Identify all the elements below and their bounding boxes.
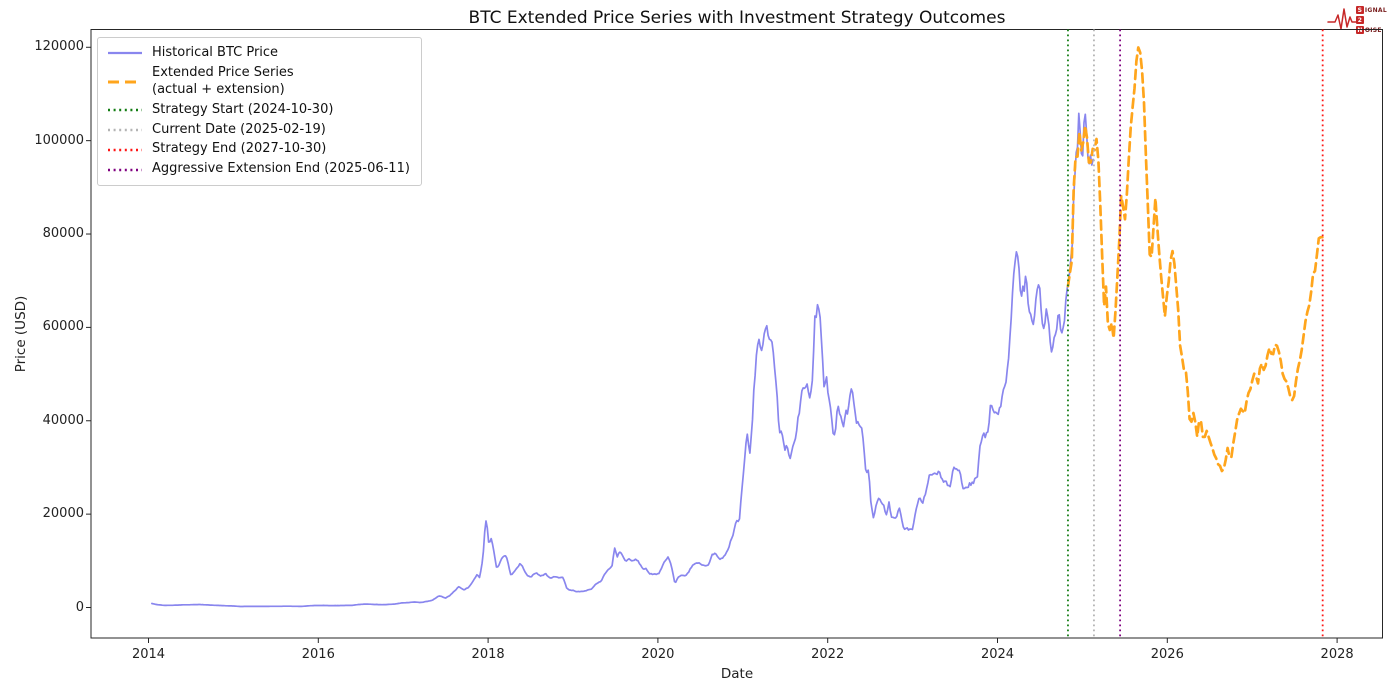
legend-label: Strategy End (2027-10-30) [152,141,327,157]
x-tick-label: 2024 [980,647,1015,662]
legend-label: Aggressive Extension End (2025-06-11) [152,161,410,177]
y-axis-label: Price (USD) [13,295,29,373]
legend: Historical BTC Price Extended Price Serie… [97,37,422,187]
ecg-waveform-icon [1327,8,1361,30]
legend-swatch-dotted-icon [108,128,142,132]
legend-item: Extended Price Series (actual + extensio… [107,65,410,99]
legend-swatch-solid-icon [108,52,142,55]
x-tick-label: 2026 [1150,647,1184,662]
legend-item: Historical BTC Price [107,45,410,62]
logo-letters: IGNAL [1364,6,1387,14]
legend-item: Current Date (2025-02-19) [107,122,410,139]
x-tick-label: 2014 [131,647,166,662]
x-tick-label: 2022 [811,647,845,662]
legend-label: Current Date (2025-02-19) [152,121,326,137]
legend-label: Extended Price Series (actual + extensio… [152,64,294,97]
logo-text-row: S IGNAL [1355,6,1387,15]
logo-text-row: 2 [1355,16,1387,25]
legend-swatch-dotted-icon [108,148,142,152]
y-tick-label: 60000 [42,319,84,335]
logo-boxed-letter: S [1355,6,1364,14]
y-tick-label: 40000 [42,412,84,428]
y-tick-label: 0 [75,599,84,615]
legend-item: Strategy End (2027-10-30) [107,141,410,158]
y-tick-label: 120000 [34,39,84,55]
legend-swatch-dotted-icon [108,108,142,112]
legend-item: Aggressive Extension End (2025-06-11) [107,161,410,178]
y-tick-label: 100000 [34,132,84,148]
legend-item: Strategy Start (2024-10-30) [107,102,410,119]
series-extended [1066,46,1324,473]
y-tick-label: 80000 [42,226,84,242]
legend-label: Historical BTC Price [152,45,279,60]
y-tick-label: 20000 [42,506,84,522]
chart-title: BTC Extended Price Series with Investmen… [468,8,1006,28]
legend-swatch-dotted-icon [108,168,142,172]
x-tick-label: 2016 [301,647,335,662]
x-tick-label: 2028 [1320,647,1354,662]
legend-label: Strategy Start (2024-10-30) [152,101,334,117]
x-axis-label: Date [720,666,754,682]
x-tick-label: 2020 [641,647,675,662]
x-tick-label: 2018 [471,647,505,662]
logo-boxed-letter: 2 [1355,16,1364,24]
legend-swatch-dashed-icon [108,80,142,84]
series-historical [151,112,1094,608]
